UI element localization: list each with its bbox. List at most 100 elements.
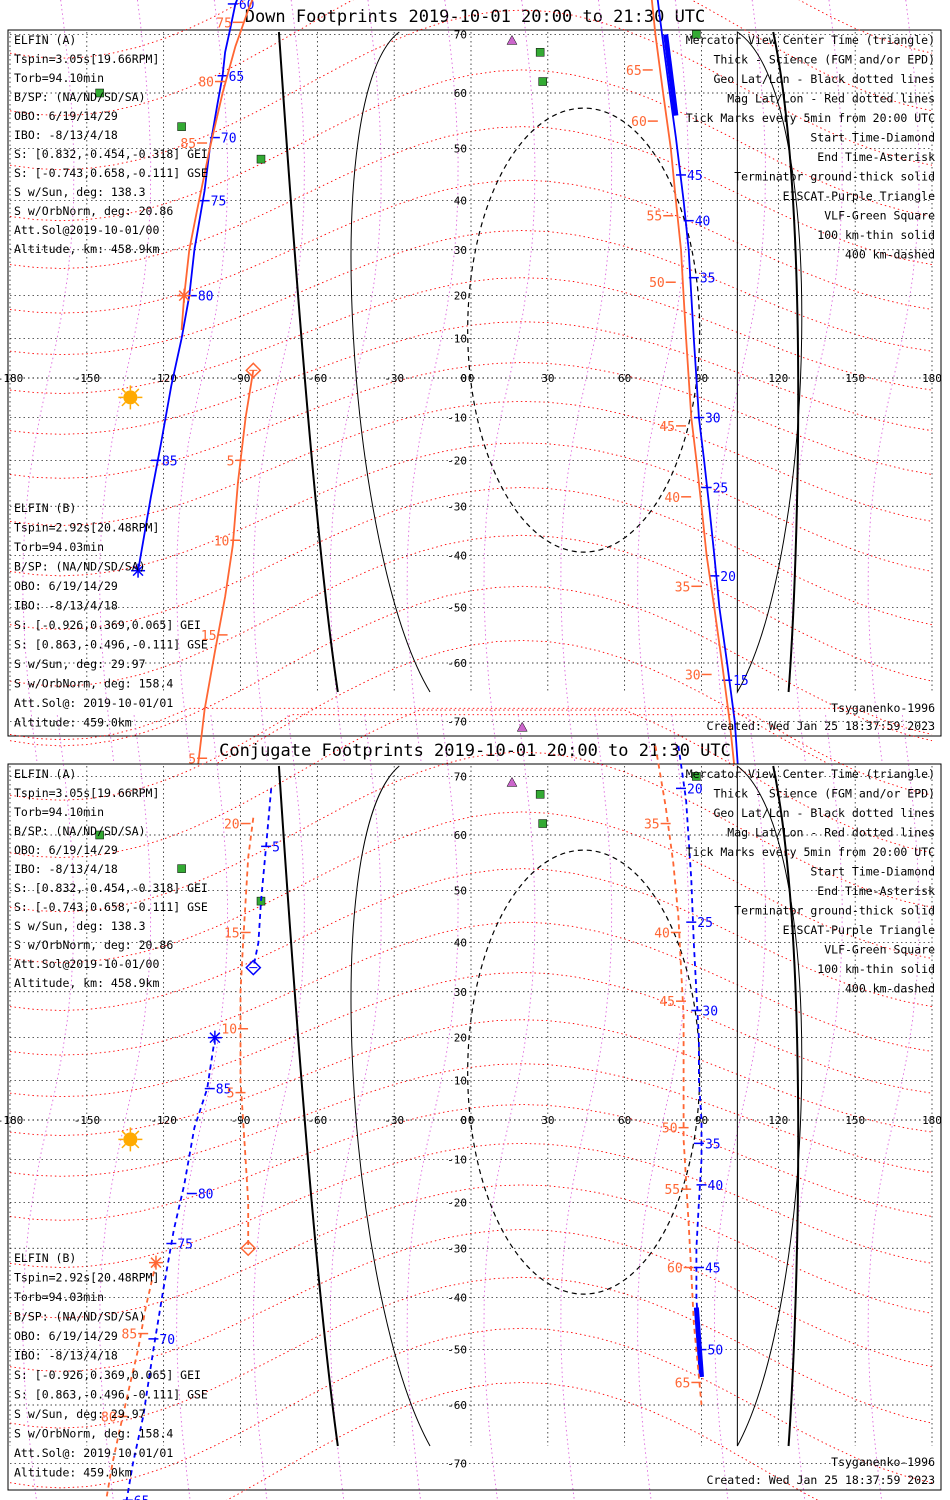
start-diamond	[245, 362, 262, 379]
elfin-a-heading: ELFIN (A)	[14, 767, 76, 781]
mag-lat-line	[9, 1229, 933, 1372]
lat-tick-label: 0	[460, 1114, 467, 1127]
created-label: Created: Wed Jan 25 18:37:59 2023	[707, 1473, 936, 1487]
lon-tick-label: -180	[0, 372, 23, 385]
legend-line: Thick - Science (FGM and/or EPD)	[713, 53, 935, 67]
vlf-square	[177, 122, 186, 131]
elfin-b-info-line: Tspin=2.92s[20.48RPM]	[14, 1271, 159, 1285]
lat-tick-label: -70	[447, 1458, 467, 1471]
elfin-b-info-line: IBO: -8/13/4/18	[14, 599, 118, 613]
lon-tick-label: 120	[768, 1114, 788, 1127]
lat-tick-label: -10	[447, 1154, 467, 1167]
legend-line: 400 km-dashed	[845, 248, 935, 262]
elfin-a-info-line: IBO: -8/13/4/18	[14, 862, 118, 876]
footprint-track	[105, 1262, 157, 1500]
elfin-b-info-line: OBO: 6/19/14/29	[14, 1329, 118, 1343]
time-tick-label: 5	[272, 840, 280, 855]
lat-tick-label: 70	[454, 770, 467, 783]
elfin-a-info-line: Att.Sol@2019-10-01/00	[14, 957, 159, 971]
mag-lat-line	[9, 709, 933, 858]
panel-title-conjugate: Conjugate Footprints 2019-10-01 20:00 to…	[219, 741, 731, 761]
time-tick-label: 45	[687, 169, 703, 184]
time-tick-label: 35	[705, 1137, 721, 1152]
elfin-b-info-line: B/SP: (NA/ND/SD/SA)	[14, 560, 146, 574]
elfin-a-info-line: S w/Sun, deg: 138.3	[14, 185, 146, 199]
mag-lat-line	[9, 714, 933, 801]
elfin-a-info-line: S: [0.832,-0.454,-0.318] GEI	[14, 881, 208, 895]
terminator-line	[277, 765, 339, 1447]
end-asterisk	[150, 1257, 162, 1269]
time-tick-label: 15	[224, 926, 240, 941]
sun-ray	[134, 388, 140, 393]
lat-tick-label: 10	[454, 1074, 467, 1087]
time-tick-label: 20	[224, 818, 240, 833]
legend-line: Start Time-Diamond	[810, 865, 935, 879]
lon-tick-label: 180	[922, 1114, 942, 1127]
elfin-b-info-line: Altitude: 459.0km	[14, 716, 132, 730]
time-tick-label: 15	[733, 674, 749, 689]
lat-tick-label: -50	[447, 1344, 467, 1357]
time-tick-label: 65	[675, 1376, 691, 1391]
elfin-a-info-line: S: [-0.743,0.658,-0.111] GSE	[14, 900, 208, 914]
lat-tick-label: -30	[447, 500, 467, 513]
sun-ray	[121, 1130, 126, 1135]
elfin-a-info-line: B/SP: (NA/ND/SD/SA)	[14, 824, 146, 838]
time-tick-label: 40	[654, 926, 670, 941]
elfin-a-info-line: IBO: -8/13/4/18	[14, 128, 118, 142]
legend-line: End Time-Asterisk	[817, 884, 935, 898]
time-tick-label: 50	[649, 276, 665, 291]
legend-line: Geo Lat/Lon - Black dotted lines	[713, 806, 935, 820]
science-segment	[663, 34, 679, 116]
elfin-a-info-line: S w/Sun, deg: 138.3	[14, 919, 146, 933]
time-tick-label: 60	[631, 115, 647, 130]
elfin-a-info-line: B/SP: (NA/ND/SD/SA)	[14, 90, 146, 104]
lon-tick-label: 30	[541, 1114, 554, 1127]
lat-tick-label: 10	[454, 332, 467, 345]
mag-lat-line	[9, 1063, 933, 1177]
end-asterisk	[132, 565, 144, 577]
science-segment	[693, 1307, 704, 1378]
sun-icon	[123, 1132, 138, 1147]
legend-line: Start Time-Diamond	[810, 131, 935, 145]
elfin-b-info-line: OBO: 6/19/14/29	[14, 579, 118, 593]
elfin-b-info-line: Torb=94.03min	[14, 540, 104, 554]
sun-icon	[123, 390, 138, 405]
time-tick-label: 40	[695, 215, 711, 230]
lat-tick-label: -60	[447, 657, 467, 670]
time-tick-label: 40	[708, 1179, 724, 1194]
elfin-b-info-line: IBO: -8/13/4/18	[14, 1349, 118, 1363]
lon-tick-label: 60	[618, 372, 631, 385]
legend-line: EISCAT-Purple Triangle	[783, 189, 935, 203]
elfin-a-info-line: Tspin=3.05s[19.66RPM]	[14, 786, 159, 800]
mag-lat-line	[9, 230, 933, 356]
elfin-a-info-line: Att.Sol@2019-10-01/00	[14, 223, 159, 237]
mag-lat-line	[9, 707, 933, 741]
vlf-square	[538, 77, 547, 86]
lat-tick-label: 60	[454, 829, 467, 842]
lat-tick-label: 0	[460, 1114, 467, 1127]
time-tick-label: 85	[180, 137, 196, 152]
lon-tick-label: 180	[922, 372, 942, 385]
sun-ray	[121, 1143, 126, 1149]
mag-lat-line	[9, 585, 933, 747]
lon-tick-label: 90	[695, 372, 708, 385]
time-tick-label: 75	[177, 1238, 193, 1253]
mag-lon-line	[22, 0, 75, 784]
time-tick-label: 25	[713, 482, 729, 497]
elfin-a-info-line: S: [0.832,-0.454,-0.318] GEI	[14, 147, 208, 161]
elfin-a-info-line: Altitude, km: 458.9km	[14, 976, 159, 990]
legend-line: Mag Lat/Lon - Red dotted lines	[727, 826, 935, 840]
mag-lon-line	[406, 714, 459, 1500]
lon-tick-label: -120	[150, 1114, 177, 1127]
elfin-b-info-line: B/SP: (NA/ND/SD/SA)	[14, 1310, 146, 1324]
time-tick-label: 85	[122, 1328, 138, 1343]
elfin-b-info-line: Altitude: 459.0km	[14, 1466, 132, 1480]
time-tick-label: 20	[720, 570, 736, 585]
time-tick-label: 35	[644, 818, 660, 833]
legend-line: VLF-Green Square	[824, 209, 935, 223]
sun-ray	[121, 401, 126, 407]
vlf-square	[95, 88, 104, 98]
mag-lon-line	[329, 0, 382, 784]
sun-ray	[134, 1130, 140, 1135]
lat-tick-label: 20	[454, 1032, 467, 1045]
